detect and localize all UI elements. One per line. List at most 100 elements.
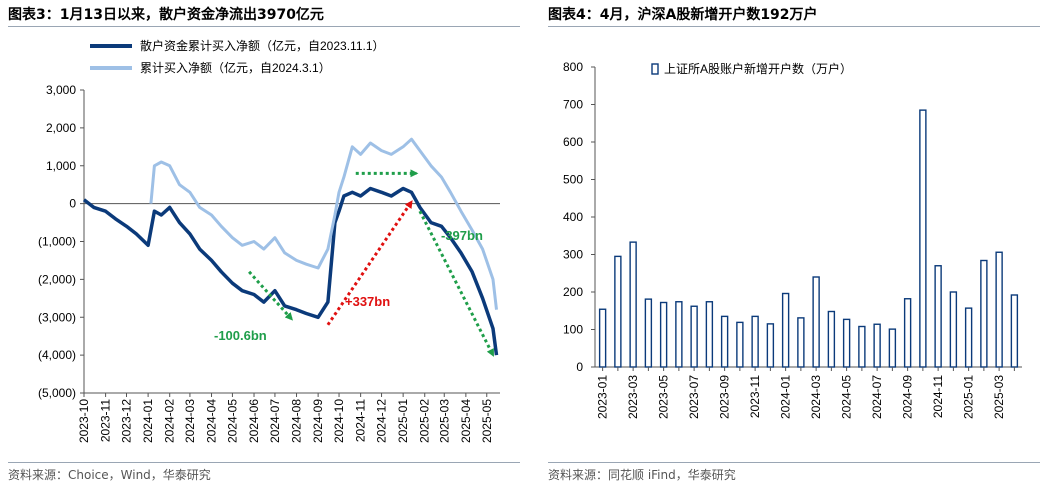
left-annotation-label: -397bn [441, 228, 483, 243]
right-y-tick-label: 800 [563, 60, 583, 74]
account-bar [598, 308, 607, 368]
account-bar [675, 301, 683, 368]
left-y-tick-label: (1,000) [38, 235, 76, 249]
right-x-tick-label: 2025-01 [962, 375, 976, 419]
right-x-tick-label: 2024-01 [779, 375, 793, 419]
account-bar [751, 315, 759, 368]
left-y-tick-label: 1,000 [46, 159, 76, 173]
account-bar [995, 251, 1003, 368]
right-y-tick-label: 100 [563, 323, 583, 337]
right-x-tick-label: 2023-11 [748, 375, 762, 418]
account-bar [858, 325, 866, 368]
right-y-tick-label: 500 [563, 173, 583, 187]
account-bar [1010, 294, 1019, 368]
account-bar [766, 323, 775, 368]
account-bar [614, 255, 622, 368]
right-chart-title: 图表4：4月，沪深A股新增开户数192万户 [548, 7, 818, 23]
left-line-chart: 3,000 2,000 1,000 0 (1,000) (2,000) (3,000) (4,… [38, 38, 500, 443]
left-legend-label: 散户资金累计买入净额（亿元，自2023.11.1） [140, 38, 385, 53]
left-annotation-label: -100.6bn [214, 328, 267, 343]
left-title-rule [8, 26, 520, 27]
account-bar [888, 328, 897, 368]
right-source-note: 资料来源：同花顺 iFind，华泰研究 [548, 468, 736, 482]
account-bar [720, 315, 729, 368]
left-x-tick-label: 2025-01 [396, 399, 410, 443]
account-bar [705, 301, 714, 368]
left-x-tick-label: 2024-08 [290, 399, 304, 443]
left-x-tick-label: 2023-10 [77, 399, 91, 443]
left-x-tick-label: 2025-04 [459, 399, 473, 443]
left-y-tick-label: (3,000) [38, 310, 76, 324]
right-legend-swatch [651, 63, 659, 75]
right-legend-label: 上证所A股账户新增开户数（万户） [664, 61, 852, 76]
account-bar [690, 305, 698, 368]
account-bar [919, 109, 927, 368]
left-source-note: 资料来源：Choice，Wind，华泰研究 [8, 468, 211, 482]
right-y-tick-label: 300 [563, 248, 583, 262]
left-x-tick-label: 2025-03 [437, 399, 451, 443]
left-x-tick-label: 2024-11 [354, 399, 368, 442]
account-bar [812, 276, 820, 368]
left-y-tick-label: (4,000) [38, 348, 76, 362]
right-x-tick-label: 2023-09 [718, 375, 732, 419]
right-source-rule [548, 462, 1040, 463]
account-bar [659, 301, 668, 368]
right-x-tick-label: 2023-05 [657, 375, 671, 419]
left-y-tick-label: (5,000) [38, 386, 76, 400]
account-bar [736, 321, 744, 368]
left-source-rule [8, 462, 520, 463]
right-y-tick-label: 200 [563, 285, 583, 299]
account-bar [644, 298, 653, 368]
rally-arrow [326, 200, 413, 326]
decline-arrow-2 [418, 210, 495, 357]
right-y-tick-label: 0 [576, 360, 583, 374]
left-x-tick-label: 2024-12 [375, 399, 389, 443]
right-y-tick-label: 600 [563, 135, 583, 149]
left-y-tick-label: 2,000 [46, 121, 76, 135]
left-x-tick-label: 2023-12 [120, 399, 134, 443]
account-bar [827, 310, 836, 368]
account-bar [873, 323, 881, 368]
right-y-tick-label: 700 [563, 98, 583, 112]
left-x-tick-label: 2024-01 [141, 399, 155, 443]
left-x-tick-label: 2023-11 [99, 399, 113, 442]
account-bar [934, 265, 942, 368]
right-x-tick-label: 2023-01 [596, 375, 610, 419]
right-title-rule [548, 26, 1040, 27]
account-bar [949, 291, 958, 368]
right-x-tick-label: 2025-03 [992, 375, 1006, 419]
right-x-tick-label: 2024-11 [931, 375, 945, 418]
left-x-tick-label: 2024-04 [205, 399, 219, 443]
right-y-tick-label: 400 [563, 210, 583, 224]
left-annotation-label: +337bn [345, 294, 390, 309]
account-bar [903, 298, 912, 368]
cumulative-since-2024-line [149, 137, 498, 310]
left-y-tick-label: 0 [69, 197, 76, 211]
left-x-tick-label: 2024-02 [163, 399, 177, 443]
right-x-tick-label: 2024-07 [870, 375, 884, 419]
account-bar [842, 318, 851, 368]
left-chart-title: 图表3：1月13日以来，散户资金净流出3970亿元 [8, 7, 324, 23]
left-y-tick-label: (2,000) [38, 272, 76, 286]
left-x-tick-label: 2024-10 [332, 399, 346, 443]
retail-cumulative-line [82, 186, 499, 356]
left-x-tick-label: 2024-09 [311, 399, 325, 443]
account-bar [781, 292, 790, 368]
account-bar [797, 317, 805, 368]
right-x-tick-label: 2023-07 [687, 375, 701, 419]
left-x-tick-label: 2025-05 [480, 399, 494, 443]
left-y-tick-label: 3,000 [46, 83, 76, 97]
decline-arrow-1 [248, 270, 293, 321]
right-x-tick-label: 2024-05 [840, 375, 854, 419]
account-bar [629, 241, 637, 368]
left-x-tick-label: 2024-03 [183, 399, 197, 443]
account-bar [980, 259, 988, 368]
right-x-tick-label: 2024-03 [809, 375, 823, 419]
right-x-tick-label: 2024-09 [901, 375, 915, 419]
right-x-tick-label: 2023-03 [626, 375, 640, 419]
left-x-tick-label: 2024-07 [268, 399, 282, 443]
left-x-tick-label: 2024-06 [247, 399, 261, 443]
left-x-tick-label: 2024-05 [225, 399, 239, 443]
left-x-tick-label: 2025-02 [418, 399, 432, 443]
right-bar-chart: 800 700 600 500 400 300 200 100 0 2023-01 2023-03 2… [563, 60, 1022, 419]
